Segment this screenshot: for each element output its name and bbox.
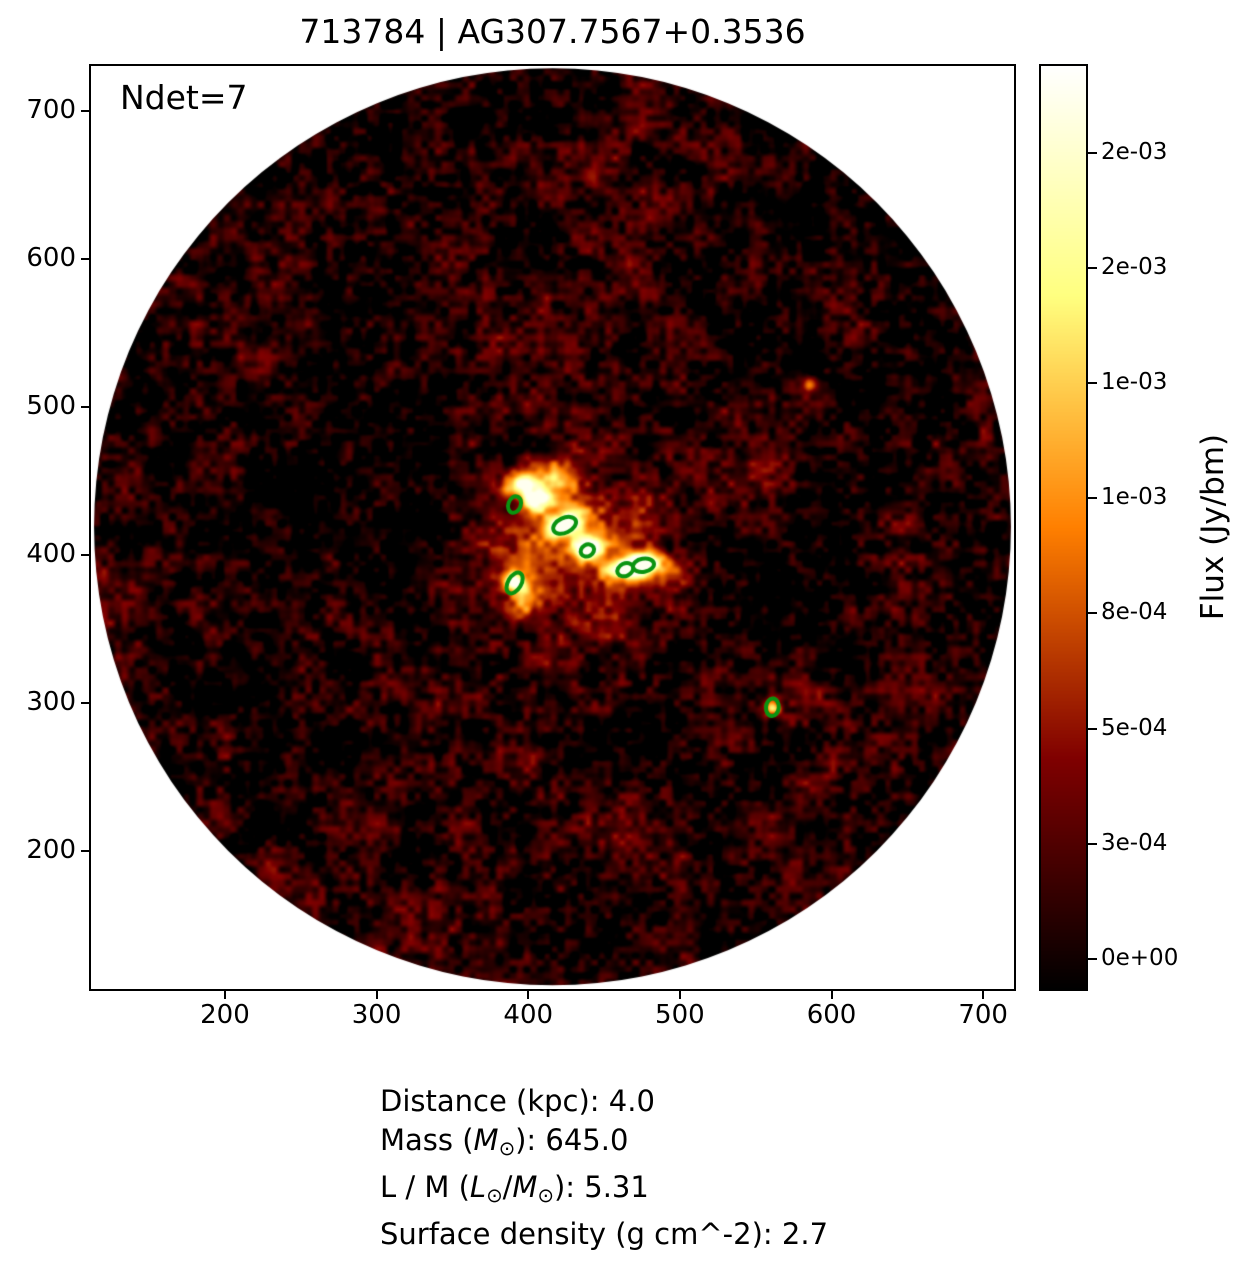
info-line: L / M (L⊙/M⊙): 5.31	[380, 1169, 649, 1207]
y-tick-label: 300	[26, 686, 76, 717]
y-tick	[81, 553, 90, 556]
colorbar-tick-label: 1e-03	[1101, 369, 1168, 395]
colorbar-tick-label: 1e-03	[1101, 484, 1168, 511]
colorbar-tick	[1088, 958, 1097, 961]
colorbar-tick-label: 2e-03	[1101, 253, 1168, 280]
info-line: Surface density (g cm^-2): 2.7	[380, 1216, 829, 1251]
y-tick	[81, 109, 90, 112]
colorbar-tick-label: 8e-04	[1101, 599, 1168, 626]
source-properties: Distance (kpc): 4.0 Mass (M⊙): 645.0 L / M…	[380, 1082, 828, 1254]
y-tick	[81, 849, 90, 852]
y-tick-label: 400	[26, 538, 76, 569]
x-tick-label: 700	[958, 1000, 1008, 1030]
colorbar-axis-label: Flux (Jy/bm)	[1195, 433, 1231, 621]
x-tick	[678, 990, 681, 999]
colorbar-tick-label: 2e-03	[1101, 138, 1168, 165]
x-tick	[527, 990, 530, 999]
x-tick-label: 400	[503, 1000, 554, 1030]
ndet-annotation: Ndet=7	[120, 78, 248, 117]
x-tick	[375, 990, 378, 999]
colorbar-tick	[1088, 612, 1097, 615]
colorbar-tick	[1088, 266, 1097, 269]
flux-map	[90, 65, 1015, 990]
y-tick	[81, 405, 90, 408]
y-tick	[81, 701, 90, 704]
x-tick	[982, 990, 985, 999]
colorbar-tick	[1088, 497, 1097, 500]
x-tick-label: 200	[200, 1000, 250, 1030]
y-tick-label: 200	[26, 834, 76, 865]
y-tick-label: 500	[26, 390, 76, 421]
x-tick-label: 300	[351, 1000, 402, 1030]
colorbar-gradient	[1040, 65, 1087, 990]
info-line: Distance (kpc): 4.0	[380, 1084, 655, 1118]
colorbar-tick	[1088, 151, 1097, 154]
info-line: Mass (M⊙): 645.0	[380, 1123, 629, 1160]
x-tick-label: 600	[806, 1000, 857, 1030]
colorbar-tick-label: 3e-04	[1101, 829, 1168, 856]
plot-title: 713784 | AG307.7567+0.3536	[299, 12, 806, 51]
colorbar-tick	[1088, 842, 1097, 845]
colorbar-tick	[1088, 727, 1097, 730]
colorbar-tick-label: 0e+00	[1101, 945, 1179, 972]
x-tick	[223, 990, 226, 999]
colorbar-tick-label: 5e-04	[1101, 714, 1168, 741]
x-tick-label: 500	[655, 1000, 705, 1030]
y-tick-label: 600	[26, 242, 76, 273]
y-tick-label: 700	[26, 94, 76, 125]
colorbar-tick	[1088, 382, 1097, 384]
x-tick	[830, 990, 833, 999]
y-tick	[81, 257, 90, 260]
